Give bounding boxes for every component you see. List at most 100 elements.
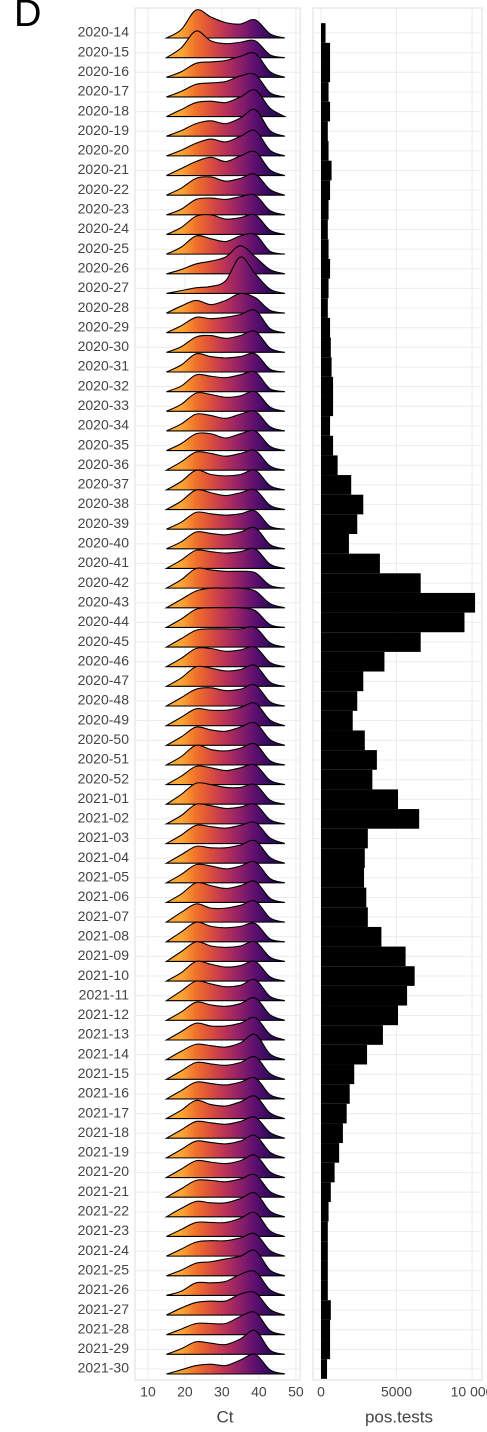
y-tick-label: 2021-06 <box>78 888 130 904</box>
y-tick-label: 2020-15 <box>78 43 130 59</box>
bar <box>321 62 331 83</box>
ridge <box>166 1270 286 1296</box>
ridge <box>164 449 285 471</box>
ridge <box>166 1211 286 1238</box>
bar <box>321 1319 331 1340</box>
ridge <box>166 173 286 196</box>
y-tick-label: 2020-36 <box>78 456 130 472</box>
ridge <box>166 330 285 353</box>
bar <box>321 1182 331 1202</box>
x-tick-label: 50 <box>288 1384 304 1400</box>
ridge <box>164 839 286 864</box>
ridge <box>166 232 285 255</box>
ridge <box>164 547 285 570</box>
y-tick-label: 2020-35 <box>78 436 130 452</box>
y-tick-label: 2021-26 <box>78 1281 130 1297</box>
bar <box>321 141 329 161</box>
bar <box>321 809 420 829</box>
y-tick-label: 2020-19 <box>78 122 130 138</box>
y-tick-label: 2021-19 <box>78 1144 130 1160</box>
ridge <box>164 646 285 668</box>
y-tick-label: 2020-30 <box>78 338 130 354</box>
y-tick-label: 2021-05 <box>78 869 130 885</box>
ridge <box>164 900 285 923</box>
bar <box>321 553 380 574</box>
ridge <box>164 721 286 746</box>
bar <box>321 298 328 318</box>
ridge <box>166 309 285 334</box>
y-tick-label: 2020-17 <box>78 83 130 99</box>
y-tick-label: 2020-22 <box>78 181 130 197</box>
bar <box>321 416 331 436</box>
y-tick-label: 2021-16 <box>78 1085 130 1101</box>
ridge <box>164 1192 286 1218</box>
y-tick-label: 2021-14 <box>78 1045 130 1061</box>
y-tick-label: 2020-48 <box>78 692 130 708</box>
ridge <box>166 245 285 275</box>
ridge <box>164 683 285 707</box>
bar <box>321 946 406 967</box>
ridge <box>166 370 285 393</box>
y-tick-label: 2021-04 <box>78 849 130 865</box>
y-tick-label: 2021-23 <box>78 1222 130 1238</box>
bar <box>321 1044 368 1065</box>
bar <box>321 1025 383 1045</box>
bar <box>321 317 331 338</box>
x-tick-label: 5000 <box>381 1384 412 1400</box>
ridge <box>164 587 285 609</box>
ridge <box>166 213 285 236</box>
y-tick-label: 2021-29 <box>78 1340 130 1356</box>
bar <box>321 632 421 652</box>
bar <box>321 887 367 908</box>
y-tick-label: 2021-15 <box>78 1065 130 1081</box>
ridge <box>164 1173 286 1198</box>
y-tick-label: 2020-28 <box>78 299 130 315</box>
y-tick-label: 2020-29 <box>78 318 130 334</box>
bar <box>321 200 329 220</box>
x-tick-label: 0 <box>317 1384 325 1400</box>
y-tick-label: 2020-39 <box>78 515 130 531</box>
bar <box>321 1359 328 1379</box>
y-tick-label: 2021-28 <box>78 1320 130 1336</box>
bar <box>321 160 332 181</box>
y-tick-label: 2021-08 <box>78 927 130 943</box>
y-tick-label: 2020-42 <box>78 574 130 590</box>
bar <box>321 278 329 299</box>
bar <box>321 396 334 417</box>
ridge <box>166 429 285 452</box>
y-tick-label: 2021-25 <box>78 1261 130 1277</box>
ridge <box>164 782 285 805</box>
bar <box>321 514 358 534</box>
y-tick-label: 2021-12 <box>78 1006 130 1022</box>
bar <box>321 1300 331 1320</box>
y-tick-label: 2021-21 <box>78 1183 130 1199</box>
ridge <box>164 860 285 884</box>
y-tick-label: 2020-37 <box>78 476 130 492</box>
y-tick-label: 2020-50 <box>78 731 130 747</box>
bar <box>321 710 353 731</box>
y-tick-label: 2021-17 <box>78 1104 130 1120</box>
ridge <box>164 1154 286 1179</box>
ridge <box>166 129 286 157</box>
ridge <box>166 410 285 432</box>
ridge <box>164 1055 286 1080</box>
bar <box>321 101 331 122</box>
ridge <box>164 30 285 59</box>
bar <box>321 1005 399 1026</box>
ridge <box>164 803 285 825</box>
ridge <box>166 509 285 530</box>
ridge <box>164 1116 286 1139</box>
ridge <box>164 940 285 962</box>
y-tick-label: 2021-18 <box>78 1124 130 1140</box>
ridge <box>166 352 285 373</box>
ridge <box>164 567 285 589</box>
y-tick-label: 2020-45 <box>78 633 130 649</box>
y-tick-label: 2021-27 <box>78 1301 130 1317</box>
y-tick-label: 2020-47 <box>78 672 130 688</box>
ridge <box>166 1311 285 1336</box>
y-tick-label: 2020-20 <box>78 142 130 158</box>
ridge <box>166 1291 286 1316</box>
bar <box>321 789 399 810</box>
ridge <box>166 52 286 78</box>
